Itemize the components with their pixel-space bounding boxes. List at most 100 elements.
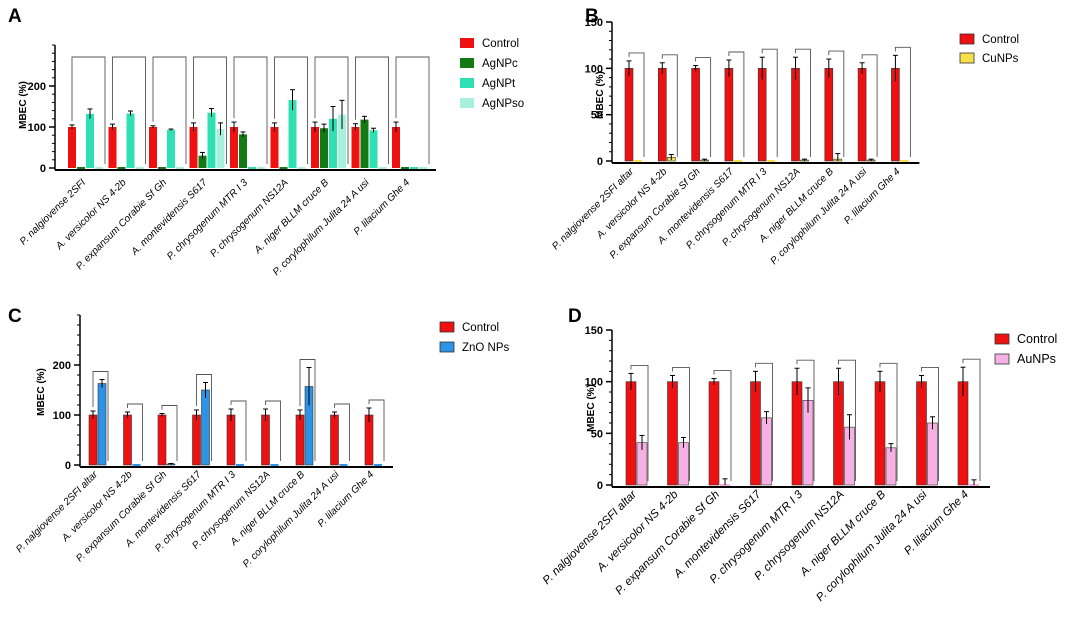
- bar-aunps: [885, 447, 897, 486]
- significance-bracket: [92, 371, 109, 461]
- legend-label: AgNPc: [482, 58, 518, 70]
- significance-bracket: [314, 56, 349, 164]
- y-tick-label: 0: [40, 163, 46, 175]
- bar-control: [857, 68, 867, 162]
- significance-bracket: [761, 48, 778, 157]
- significance-bracket: [661, 54, 678, 157]
- bar-agnpc: [401, 167, 409, 169]
- panel-letter: D: [568, 306, 582, 327]
- bar-agnpc: [279, 167, 288, 169]
- bar-control: [157, 414, 167, 466]
- significance-bracket: [828, 50, 845, 157]
- bar-cunps: [733, 160, 742, 162]
- legend: Control AuNPs: [994, 332, 1057, 366]
- bar-zno-nps: [236, 464, 244, 466]
- bar-control: [824, 68, 834, 162]
- legend-label: Control: [482, 38, 519, 50]
- bar-control: [295, 414, 305, 466]
- legend-label: AuNPs: [1017, 352, 1056, 366]
- significance-bracket: [728, 51, 745, 157]
- legend-label: AgNPso: [482, 98, 524, 110]
- y-tick-label: 0: [65, 460, 71, 472]
- y-tick-label: 50: [591, 428, 603, 440]
- legend-label: AgNPt: [482, 78, 516, 90]
- significance-bracket: [368, 399, 385, 461]
- legend-label: CuNPs: [982, 53, 1019, 65]
- bar-cunps: [634, 160, 642, 162]
- bar-control: [957, 381, 969, 486]
- bar-agnpt: [329, 118, 337, 168]
- significance-bracket: [755, 362, 773, 481]
- bar-control: [88, 414, 98, 466]
- bar-control: [330, 414, 339, 466]
- significance-bracket: [127, 403, 143, 461]
- bar-control: [311, 127, 319, 168]
- legend: Control AgNPc AgNPt AgNPso: [460, 38, 524, 110]
- bar-control: [791, 381, 803, 486]
- significance-bracket: [795, 48, 811, 157]
- bar-zno-nps: [374, 464, 382, 466]
- significance-bracket: [355, 56, 389, 164]
- legend-swatch: [460, 98, 474, 108]
- legend-swatch: [460, 78, 474, 88]
- bar-zno-nps: [201, 389, 210, 466]
- bar-agnpt: [410, 167, 418, 169]
- bar-control: [667, 381, 678, 486]
- legend-swatch: [994, 353, 1010, 365]
- bar-control: [750, 381, 761, 486]
- legend: Control ZnO NPs: [439, 321, 510, 354]
- bar-control: [392, 127, 400, 168]
- significance-bracket: [628, 52, 645, 157]
- bar-control: [791, 68, 800, 162]
- significance-bracket: [395, 56, 430, 164]
- bar-control: [833, 381, 844, 486]
- bar-agnpt: [248, 167, 256, 169]
- y-tick-label: 100: [53, 410, 71, 422]
- legend: Control CuNPs: [959, 33, 1019, 65]
- bar-agnpso: [419, 167, 427, 169]
- significance-bracket: [233, 56, 268, 164]
- bar-zno-nps: [132, 464, 141, 466]
- bar-aunps: [678, 442, 689, 486]
- bar-agnpso: [257, 167, 265, 169]
- legend-swatch: [460, 58, 474, 68]
- significance-bracket: [796, 359, 815, 481]
- significance-bracket: [152, 56, 187, 164]
- bar-control: [189, 127, 198, 168]
- x-tick-label: P. chrysogenum MTR I 3: [165, 177, 250, 262]
- y-tick-label: 0: [597, 480, 603, 492]
- legend-label: Control: [1017, 332, 1057, 346]
- significance-bracket: [921, 367, 939, 481]
- y-axis-label: MBEC (%): [18, 81, 29, 129]
- bar-aunps: [761, 417, 772, 486]
- bar-zno-nps: [339, 464, 348, 466]
- bar-agnpt: [207, 112, 216, 168]
- bar-cunps: [900, 160, 909, 162]
- significance-bracket: [630, 364, 649, 481]
- y-axis-label: MBEC (%): [36, 368, 47, 416]
- x-tick-label: P. nalgiovense 2SFI: [18, 177, 88, 247]
- bar-control: [123, 414, 132, 466]
- significance-bracket: [894, 46, 911, 157]
- bar-cunps: [767, 160, 776, 162]
- bar-control: [108, 127, 117, 168]
- y-tick-label: 200: [28, 81, 46, 93]
- bar-agnpc: [360, 119, 369, 168]
- legend-swatch: [959, 33, 975, 45]
- legend-label: ZnO NPs: [462, 342, 510, 354]
- bar-agnpc: [117, 167, 126, 169]
- significance-bracket: [861, 54, 878, 157]
- bar-agnpc: [158, 167, 166, 169]
- significance-bracket: [230, 400, 247, 461]
- bar-control: [708, 381, 720, 486]
- significance-bracket: [838, 359, 856, 481]
- bar-agnpso: [95, 167, 103, 169]
- significance-bracket: [274, 56, 308, 164]
- bar-control: [351, 127, 360, 168]
- y-tick-label: 150: [585, 17, 603, 29]
- bar-agnpc: [320, 128, 328, 168]
- bar-agnpt: [126, 113, 135, 168]
- bar-agnpt: [369, 130, 378, 168]
